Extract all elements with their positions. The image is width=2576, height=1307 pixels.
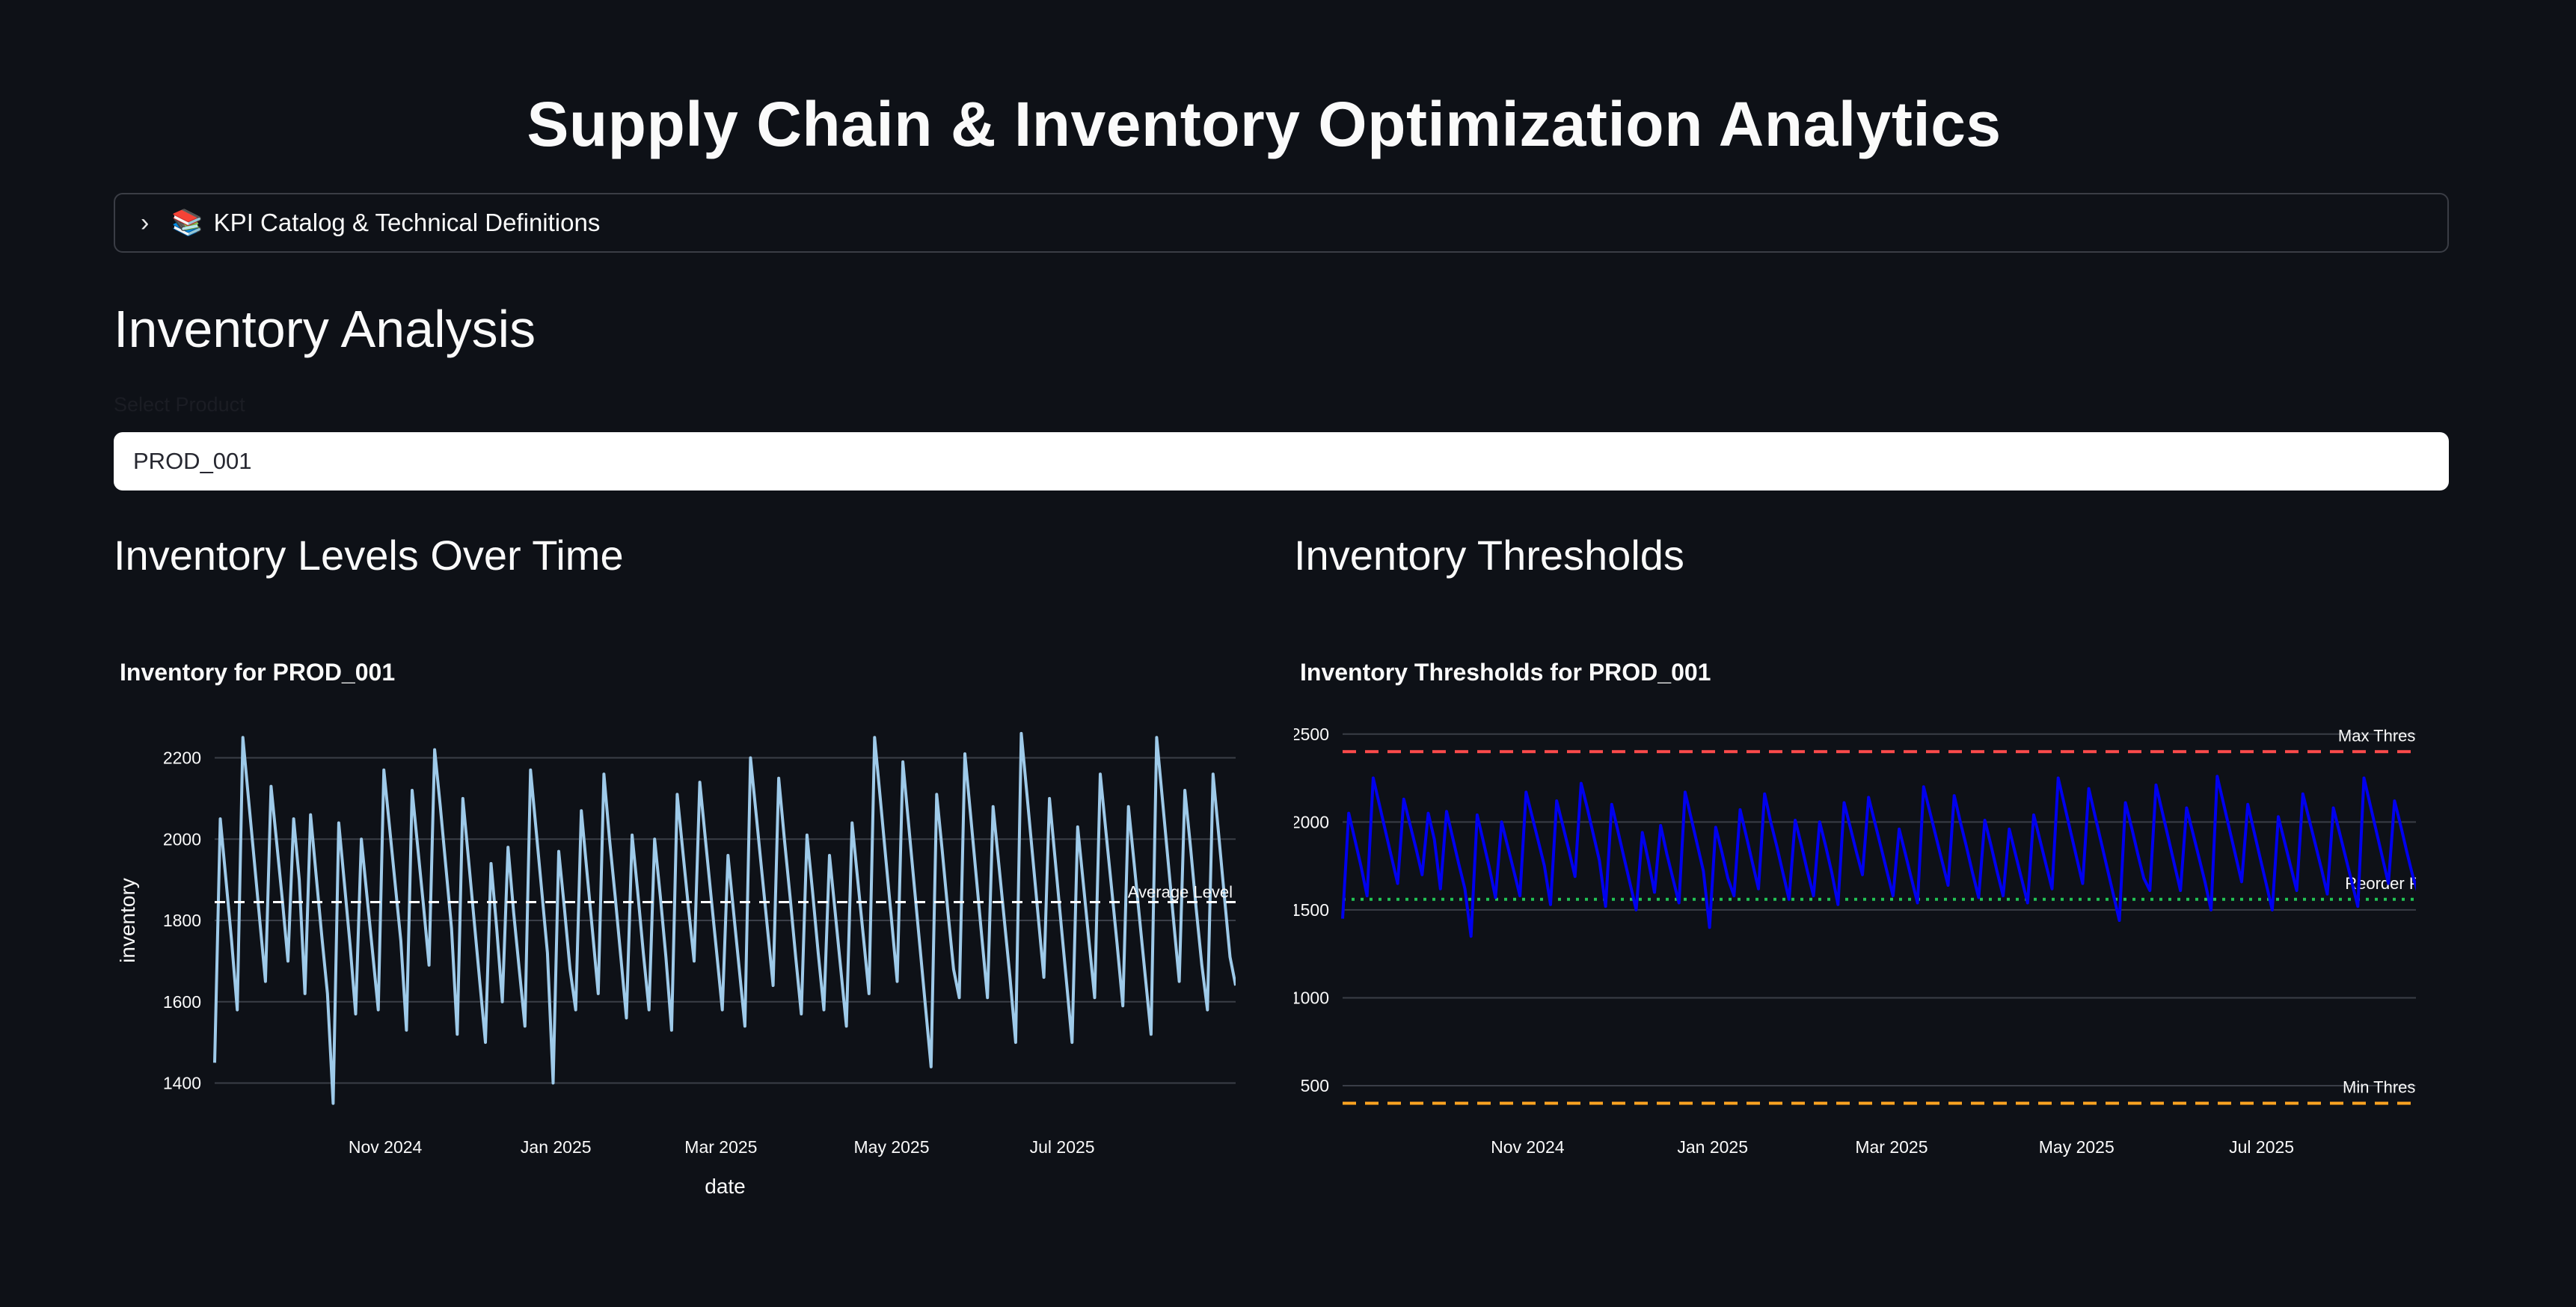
chevron-right-icon: › xyxy=(141,208,150,237)
books-icon: 📚 xyxy=(171,209,203,237)
select-product-label: Select Product xyxy=(114,393,245,416)
y-tick-label: 1600 xyxy=(163,992,201,1012)
x-tick-label: May 2025 xyxy=(854,1137,930,1157)
x-tick-label: Jul 2025 xyxy=(1030,1137,1095,1157)
y-axis-label: inventory xyxy=(116,878,139,963)
x-tick-label: May 2025 xyxy=(2039,1137,2115,1157)
inventory-levels-title: Inventory Levels Over Time xyxy=(114,532,624,579)
section-title: Inventory Analysis xyxy=(114,300,536,358)
series-line xyxy=(1341,775,2416,938)
threshold-label: Max Threshold xyxy=(2338,726,2416,745)
x-tick-label: Jan 2025 xyxy=(1677,1137,1748,1157)
y-tick-label: 2000 xyxy=(1294,812,1329,831)
y-tick-label: 2200 xyxy=(163,748,201,768)
x-tick-label: Jul 2025 xyxy=(2229,1137,2294,1157)
inventory-levels-chart: Inventory for PROD_001 1400 1600 1800 2000 22… xyxy=(114,643,1236,1271)
x-tick-label: Nov 2024 xyxy=(349,1137,423,1157)
threshold-label: Reorder Point xyxy=(2345,874,2416,893)
y-tick-label: 1400 xyxy=(163,1074,201,1093)
average-label: Average Level xyxy=(1128,883,1233,902)
inventory-thresholds-title: Inventory Thresholds xyxy=(1294,532,1684,579)
y-tick-label: 2500 xyxy=(1294,725,1329,744)
page-title: Supply Chain & Inventory Optimization An… xyxy=(527,89,2002,159)
product-select-value: PROD_001 xyxy=(133,448,252,474)
y-tick-label: 1500 xyxy=(1294,900,1329,920)
chart-title: Inventory for PROD_001 xyxy=(120,659,395,686)
inventory-levels-svg: Inventory for PROD_001 1400 1600 1800 2000 22… xyxy=(116,659,1236,1198)
x-tick-label: Jan 2025 xyxy=(521,1137,592,1157)
x-tick-label: Mar 2025 xyxy=(684,1137,757,1157)
y-tick-label: 500 xyxy=(1301,1076,1329,1095)
x-axis-label: date xyxy=(705,1175,746,1198)
series-line xyxy=(213,731,1236,1105)
expander-label: KPI Catalog & Technical Definitions xyxy=(213,209,601,236)
y-tick-label: 1000 xyxy=(1294,988,1329,1007)
y-tick-label: 1800 xyxy=(163,911,201,930)
product-select[interactable]: PROD_001 xyxy=(114,432,2449,490)
chart-title: Inventory Thresholds for PROD_001 xyxy=(1300,659,1711,686)
inventory-thresholds-chart: Inventory Thresholds for PROD_001 500 1000… xyxy=(1294,643,2416,1271)
kpi-catalog-expander[interactable]: › 📚 KPI Catalog & Technical Definitions xyxy=(114,193,2449,253)
x-tick-label: Nov 2024 xyxy=(1491,1137,1565,1157)
x-tick-label: Mar 2025 xyxy=(1855,1137,1928,1157)
threshold-label: Min Threshold xyxy=(2343,1078,2416,1097)
y-tick-label: 2000 xyxy=(163,829,201,849)
inventory-thresholds-svg: Inventory Thresholds for PROD_001 500 1000… xyxy=(1294,659,2416,1157)
